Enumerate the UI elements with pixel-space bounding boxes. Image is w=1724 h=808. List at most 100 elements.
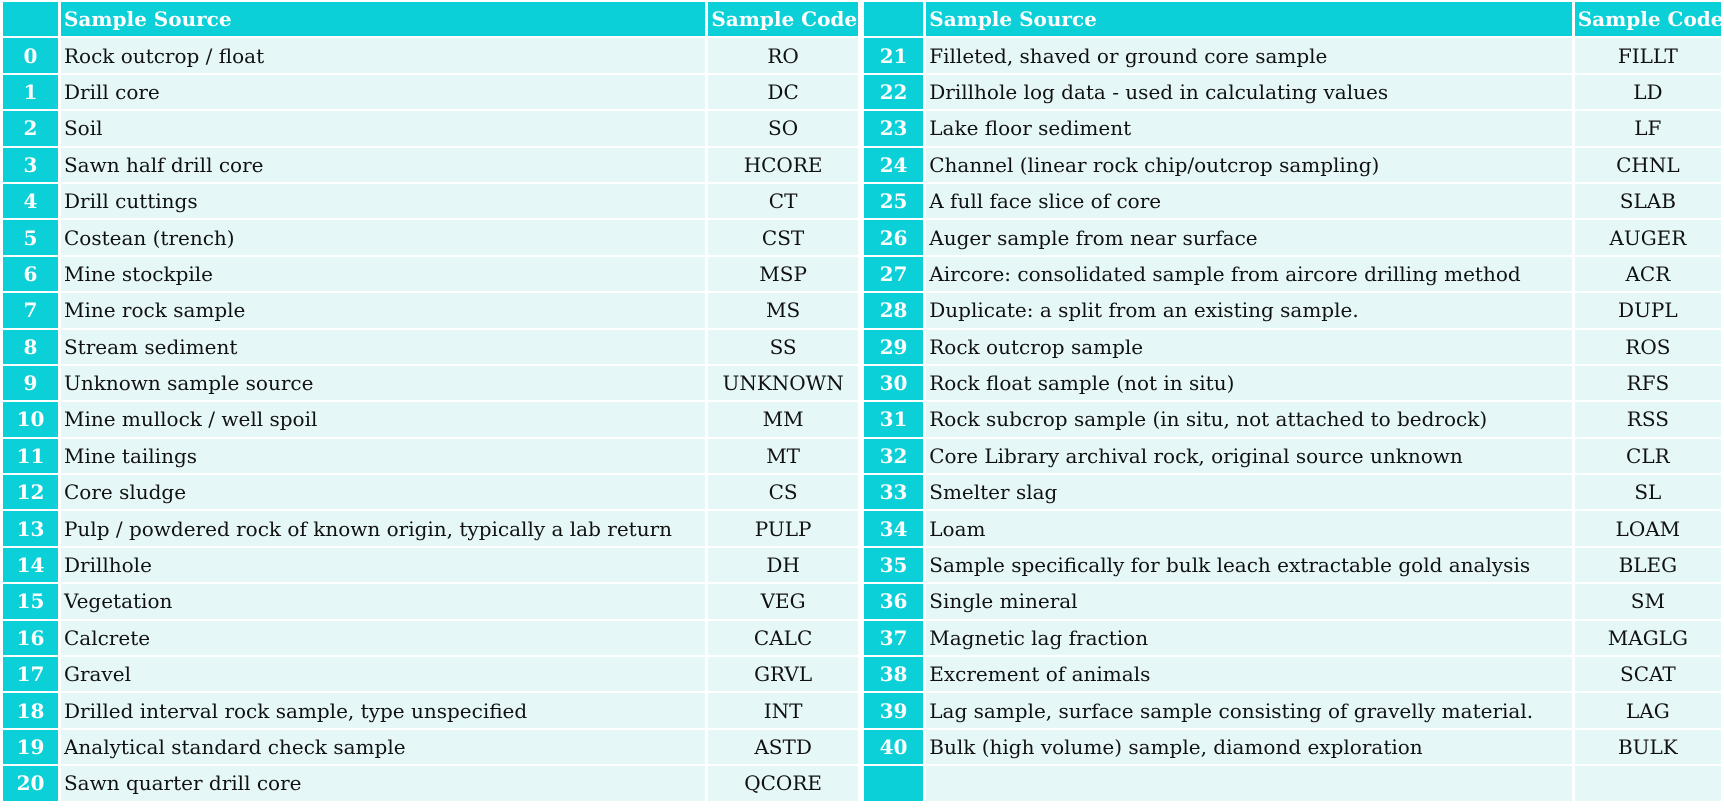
sample-source-cell: Analytical standard check sample: [60, 729, 706, 765]
sample-source-cell: Drill cuttings: [60, 183, 706, 219]
sample-source-cell: Gravel: [60, 657, 706, 692]
sample-code-cell: ASTD: [708, 729, 858, 765]
row-index: 15: [3, 584, 58, 619]
sample-source-cell: Vegetation: [60, 584, 706, 619]
sample-source-cell: Rock subcrop sample (in situ, not attach…: [926, 402, 1572, 437]
sample-code-cell: ROS: [1574, 329, 1721, 364]
sample-source-cell: Single mineral: [926, 584, 1572, 619]
table-row: 14 Drillhole DH 35 Sample specifically for b…: [3, 547, 1721, 583]
row-index: 7: [3, 293, 58, 328]
table-row: 10 Mine mullock / well spoil MM 31 Rock subc…: [3, 402, 1721, 437]
table-row: 11 Mine tailings MT 32 Core Library archival…: [3, 438, 1721, 474]
row-index: 27: [863, 256, 924, 292]
row-index: 36: [863, 584, 924, 619]
row-index: 9: [3, 365, 58, 401]
sample-source-cell: Smelter slag: [926, 475, 1572, 510]
table-row: 18 Drilled interval rock sample, type uns…: [3, 693, 1721, 728]
sample-code-cell: MSP: [708, 256, 858, 292]
sample-code-cell: GRVL: [708, 657, 858, 692]
sample-source-cell: A full face slice of core: [926, 183, 1572, 219]
sample-code-cell: UNKNOWN: [708, 365, 858, 401]
sample-code-cell: LD: [1574, 74, 1721, 110]
sample-code-cell: DUPL: [1574, 293, 1721, 328]
sample-source-cell: Lag sample, surface sample consisting of…: [926, 693, 1572, 728]
table-row: 2 Soil SO 23 Lake floor sediment LF: [3, 111, 1721, 146]
row-index: 32: [863, 438, 924, 474]
sample-source-cell: Drillhole log data - used in calculating…: [926, 74, 1572, 110]
sample-source-cell: Mine mullock / well spoil: [60, 402, 706, 437]
sample-code-cell: LOAM: [1574, 511, 1721, 546]
sample-code-cell: DH: [708, 547, 858, 583]
sample-source-cell: Sample specifically for bulk leach extra…: [926, 547, 1572, 583]
sample-source-cell: Aircore: consolidated sample from aircor…: [926, 256, 1572, 292]
sample-code-cell: INT: [708, 693, 858, 728]
row-index: 16: [3, 620, 58, 656]
row-index: 2: [3, 111, 58, 146]
sample-source-cell: Drilled interval rock sample, type unspe…: [60, 693, 706, 728]
row-index: 35: [863, 547, 924, 583]
row-index: 17: [3, 657, 58, 692]
sample-code-cell: CLR: [1574, 438, 1721, 474]
sample-source-cell: Bulk (high volume) sample, diamond explo…: [926, 729, 1572, 765]
sample-code-cell: RSS: [1574, 402, 1721, 437]
table-row: 6 Mine stockpile MSP 27 Aircore: consolidate…: [3, 256, 1721, 292]
sample-source-cell: Lake floor sediment: [926, 111, 1572, 146]
sample-code-cell: MM: [708, 402, 858, 437]
sample-code-cell: QCORE: [708, 766, 858, 801]
sample-source-cell: Magnetic lag fraction: [926, 620, 1572, 656]
row-index: 30: [863, 365, 924, 401]
table-row: 0 Rock outcrop / float RO 21 Filleted, shave…: [3, 38, 1721, 73]
sample-source-cell: Filleted, shaved or ground core sample: [926, 38, 1572, 73]
table-row: 4 Drill cuttings CT 25 A full face slice of …: [3, 183, 1721, 219]
sample-code-cell: VEG: [708, 584, 858, 619]
row-index: 18: [3, 693, 58, 728]
sample-source-cell: Rock float sample (not in situ): [926, 365, 1572, 401]
sample-source-cell: Rock outcrop / float: [60, 38, 706, 73]
row-index: 20: [3, 766, 58, 801]
row-index: 0: [3, 38, 58, 73]
row-index: 4: [3, 183, 58, 219]
sample-source-cell: Sawn half drill core: [60, 147, 706, 182]
left-code-header: Sample Code: [708, 2, 858, 37]
sample-source-cell: Drillhole: [60, 547, 706, 583]
left-source-header: Sample Source: [60, 2, 706, 37]
right-source-header: Sample Source: [926, 2, 1572, 37]
sample-source-cell: Drill core: [60, 74, 706, 110]
right-code-header: Sample Code: [1574, 2, 1721, 37]
sample-code-cell: FILLT: [1574, 38, 1721, 73]
row-index: 14: [3, 547, 58, 583]
sample-code-cell: MS: [708, 293, 858, 328]
sample-source-cell: Unknown sample source: [60, 365, 706, 401]
table-row: 7 Mine rock sample MS 28 Duplicate: a split …: [3, 293, 1721, 328]
sample-code-cell: RO: [708, 38, 858, 73]
row-index: 5: [3, 220, 58, 255]
row-index: 26: [863, 220, 924, 255]
sample-code-cell: AUGER: [1574, 220, 1721, 255]
sample-code-cell: SS: [708, 329, 858, 364]
table-row: 12 Core sludge CS 33 Smelter slag SL: [3, 475, 1721, 510]
row-index: [863, 766, 924, 801]
sample-code-cell: SLAB: [1574, 183, 1721, 219]
sample-code-cell: BULK: [1574, 729, 1721, 765]
sample-source-cell: Pulp / powdered rock of known origin, ty…: [60, 511, 706, 546]
sample-code-cell: SCAT: [1574, 657, 1721, 692]
sample-code-cell: CHNL: [1574, 147, 1721, 182]
sample-code-cell: ACR: [1574, 256, 1721, 292]
row-index: 11: [3, 438, 58, 474]
table-row: 3 Sawn half drill core HCORE 24 Channel (lin…: [3, 147, 1721, 182]
sample-code-cell: RFS: [1574, 365, 1721, 401]
sample-source-cell: Channel (linear rock chip/outcrop sampli…: [926, 147, 1572, 182]
sample-code-cell: MT: [708, 438, 858, 474]
sample-source-cell: Stream sediment: [60, 329, 706, 364]
left-index-header: [3, 2, 58, 37]
table-row: 16 Calcrete CALC 37 Magnetic lag fraction MAG…: [3, 620, 1721, 656]
sample-code-cell: SO: [708, 111, 858, 146]
sample-source-cell: Core Library archival rock, original sou…: [926, 438, 1572, 474]
sample-code-cell: CS: [708, 475, 858, 510]
row-index: 10: [3, 402, 58, 437]
row-index: 19: [3, 729, 58, 765]
sample-source-cell: Rock outcrop sample: [926, 329, 1572, 364]
row-index: 34: [863, 511, 924, 546]
sample-code-cell: CST: [708, 220, 858, 255]
header-row: Sample Source Sample Code Sample Source …: [3, 2, 1721, 37]
